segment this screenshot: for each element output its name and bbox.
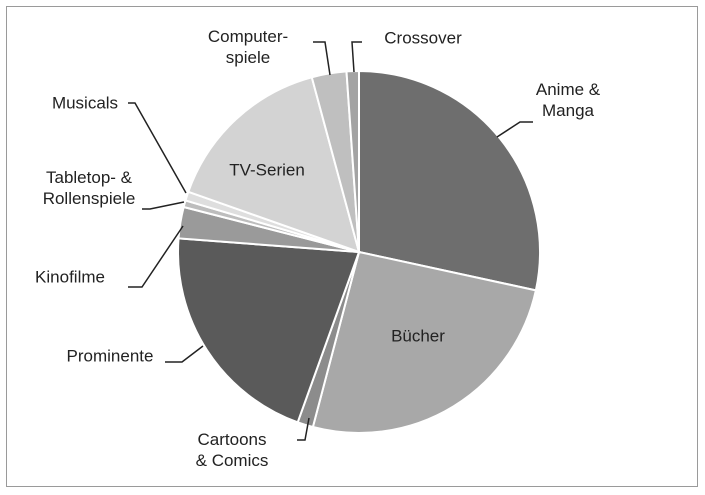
slice-label: Computer- spiele (207, 27, 289, 67)
slice-label: TV-Serien (229, 160, 305, 180)
pie-slice (345, 69, 360, 253)
leader-line (496, 121, 533, 138)
leader-line (313, 41, 331, 76)
leader-line (128, 225, 184, 288)
pie-slice (358, 69, 541, 292)
leader-line (165, 345, 204, 363)
slice-label: Prominente (66, 346, 154, 366)
slice-label: Crossover (384, 28, 462, 48)
pie-slice (311, 250, 538, 434)
leader-line (128, 102, 187, 194)
leader-line (142, 201, 185, 210)
pie-slice (177, 237, 361, 424)
chart-frame (6, 6, 698, 487)
slice-label: Kinofilme (35, 267, 105, 287)
slice-label: Anime & Manga (535, 80, 601, 120)
leader-line (351, 41, 362, 73)
pie-slice (187, 76, 361, 254)
slice-label: Bücher (391, 326, 445, 346)
slice-label: Cartoons & Comics (195, 430, 269, 470)
leader-line (297, 417, 310, 441)
slice-label: Musicals (51, 93, 119, 113)
slice-label: Tabletop- & Rollenspiele (42, 168, 136, 208)
